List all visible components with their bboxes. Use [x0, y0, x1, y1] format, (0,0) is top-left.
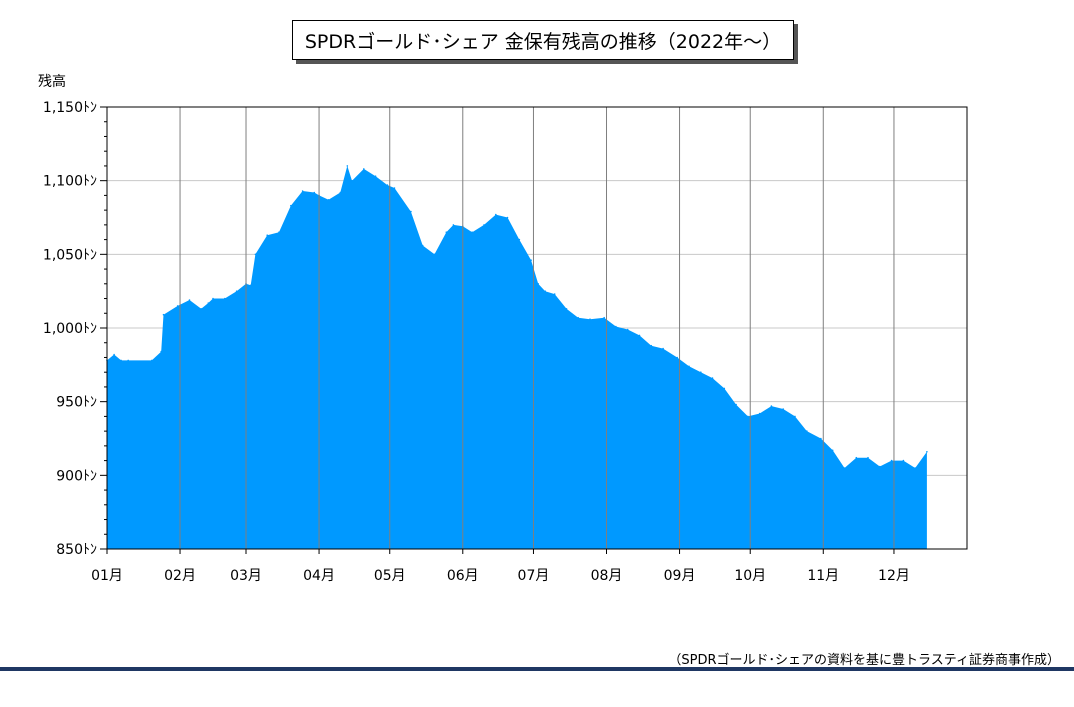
data-point: [339, 191, 342, 194]
data-point: [565, 308, 568, 310]
y-tick-label: 1,000ﾄﾝ: [43, 321, 97, 337]
data-point: [224, 297, 226, 300]
data-point: [483, 224, 485, 226]
data-point: [327, 199, 330, 201]
source-note: （SPDRゴールド･シェアの資料を基に豊トラスティ証券商事作成）: [668, 653, 1060, 668]
data-point: [278, 231, 280, 233]
data-point: [113, 353, 115, 356]
data-point: [374, 175, 377, 177]
x-tick-label: 06月: [447, 568, 479, 584]
data-point: [855, 456, 858, 459]
y-tick-label: 1,150ﾄﾝ: [43, 100, 97, 116]
data-point: [867, 456, 869, 459]
data-point: [151, 359, 153, 362]
data-point: [471, 231, 474, 233]
x-tick-label: 09月: [664, 568, 696, 584]
x-tick-label: 04月: [303, 568, 335, 584]
data-point: [831, 449, 834, 452]
chart-title: SPDRゴールド･シェア 金保有残高の推移（2022年～）: [292, 20, 794, 60]
data-point: [711, 377, 714, 379]
data-point: [410, 210, 412, 213]
x-tick-label: 03月: [230, 568, 262, 584]
data-point: [421, 244, 424, 247]
data-point: [200, 308, 202, 310]
data-point: [820, 437, 822, 440]
data-point: [346, 165, 349, 167]
bottom-rule: [0, 667, 1074, 671]
x-tick-label: 05月: [374, 568, 406, 584]
y-tick-label: 1,050ﾄﾝ: [43, 247, 97, 263]
data-point: [266, 234, 269, 236]
data-point: [879, 465, 881, 468]
data-point: [301, 190, 304, 192]
data-point: [723, 387, 726, 390]
data-point: [806, 430, 808, 432]
data-point: [249, 284, 252, 287]
data-point: [782, 408, 784, 410]
data-point: [603, 316, 605, 319]
data-point: [127, 359, 129, 362]
data-point: [589, 318, 591, 321]
data-point: [530, 259, 532, 262]
data-point: [386, 184, 389, 186]
data-point: [212, 297, 214, 300]
data-point: [770, 405, 773, 407]
data-point: [207, 302, 210, 304]
data-point: [688, 365, 690, 368]
data-point: [452, 224, 455, 226]
data-point: [544, 290, 546, 293]
chart-svg: 850ﾄﾝ 900ﾄﾝ 950ﾄﾝ 1,000ﾄﾝ 1,050ﾄﾝ 1,100ﾄﾝ 1,15…: [38, 73, 968, 584]
data-point: [626, 328, 629, 331]
x-tick-label: 02月: [164, 568, 196, 584]
data-point: [495, 213, 497, 216]
data-point: [577, 316, 579, 319]
data-point: [926, 451, 928, 453]
data-point: [890, 459, 893, 462]
data-point: [506, 216, 509, 219]
data-point: [176, 305, 179, 307]
data-point: [351, 179, 353, 182]
data-point: [650, 344, 653, 347]
data-point: [445, 231, 448, 233]
y-axis-label: 残高: [38, 73, 66, 90]
data-point: [914, 467, 916, 469]
data-point: [433, 253, 436, 256]
data-point: [700, 371, 702, 374]
data-point: [676, 356, 678, 359]
data-point: [735, 403, 737, 406]
data-point: [638, 334, 641, 337]
data-point: [235, 290, 238, 293]
data-point: [843, 467, 846, 469]
y-tick-label: 900ﾄﾝ: [56, 468, 97, 484]
data-point: [363, 168, 365, 170]
data-point: [747, 415, 749, 418]
data-point: [902, 459, 905, 462]
data-point: [160, 350, 162, 353]
x-tick-label: 10月: [734, 568, 766, 584]
y-tick-label: 1,100ﾄﾝ: [43, 174, 97, 190]
data-point: [120, 359, 122, 362]
data-point: [553, 293, 556, 295]
x-tick-label: 12月: [878, 568, 910, 584]
data-point: [162, 313, 165, 316]
data-point: [662, 347, 664, 350]
data-point: [393, 187, 396, 189]
x-tick-label: 07月: [518, 568, 550, 584]
data-point: [758, 412, 761, 415]
x-tick-label: 11月: [807, 568, 839, 584]
x-tick-label: 08月: [591, 568, 623, 584]
data-point: [537, 283, 539, 285]
data-point: [188, 299, 191, 301]
x-tick-label: 01月: [91, 568, 123, 584]
data-point: [313, 191, 316, 194]
data-point: [290, 204, 292, 207]
data-point: [794, 415, 796, 418]
y-tick-label: 950ﾄﾝ: [56, 395, 97, 411]
area-series: [107, 165, 927, 549]
data-point: [254, 253, 257, 256]
data-point: [518, 238, 521, 241]
data-point: [615, 325, 617, 328]
y-tick-label: 850ﾄﾝ: [56, 542, 97, 558]
